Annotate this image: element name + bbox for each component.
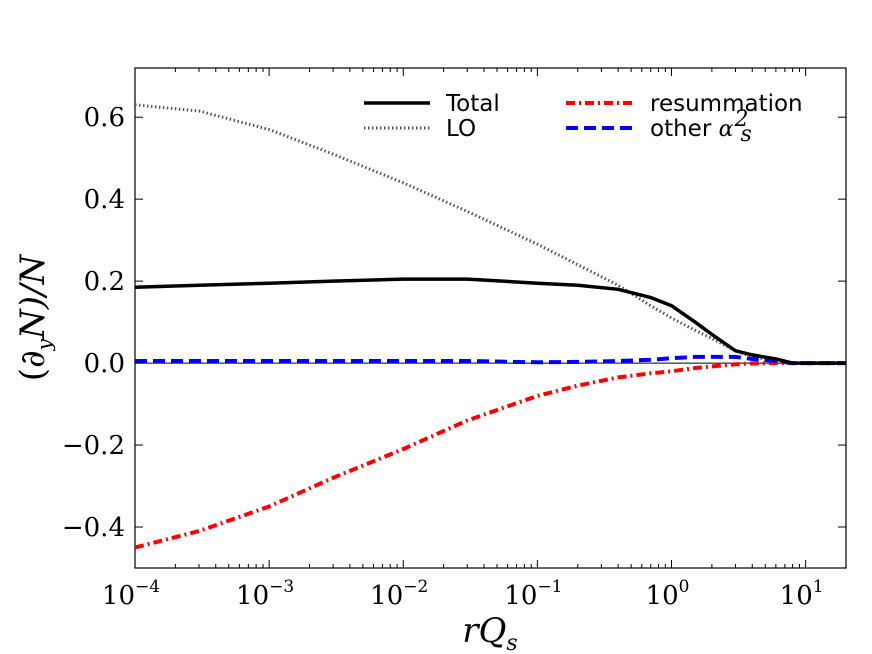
plot-area — [134, 67, 847, 569]
legend: Total LO resummation other α2 s — [364, 91, 803, 147]
x-axis-ticks: 10−4 10−3 10−2 10−1 100 101 — [102, 68, 847, 611]
series-line-total — [135, 277, 846, 365]
x-tick-label: 101 — [780, 577, 824, 611]
y-axis-ticks: 0.6 0.4 0.2 0.0 −0.2 −0.4 — [62, 103, 846, 543]
x-axis-title: rQs — [462, 611, 517, 654]
legend-label-lo: LO — [446, 116, 476, 142]
x-tick-label: 10−4 — [102, 577, 160, 611]
x-tick-label: 10−2 — [370, 577, 428, 611]
y-tick-label: −0.4 — [62, 513, 125, 543]
legend-label-resummation: resummation — [650, 91, 803, 117]
y-tick-label: −0.2 — [62, 431, 125, 461]
y-tick-label: 0.6 — [84, 103, 125, 133]
legend-label-other: other α2 s — [650, 107, 752, 147]
y-tick-label: 0.0 — [84, 349, 125, 379]
x-tick-label: 10−1 — [504, 577, 562, 611]
y-tick-label: 0.4 — [84, 185, 125, 215]
x-tick-label: 10−3 — [236, 577, 294, 611]
y-axis-title: (∂yN)/N — [13, 254, 56, 382]
legend-label-total: Total — [445, 91, 500, 117]
y-tick-label: 0.2 — [84, 267, 125, 297]
x-tick-label: 100 — [646, 577, 690, 611]
